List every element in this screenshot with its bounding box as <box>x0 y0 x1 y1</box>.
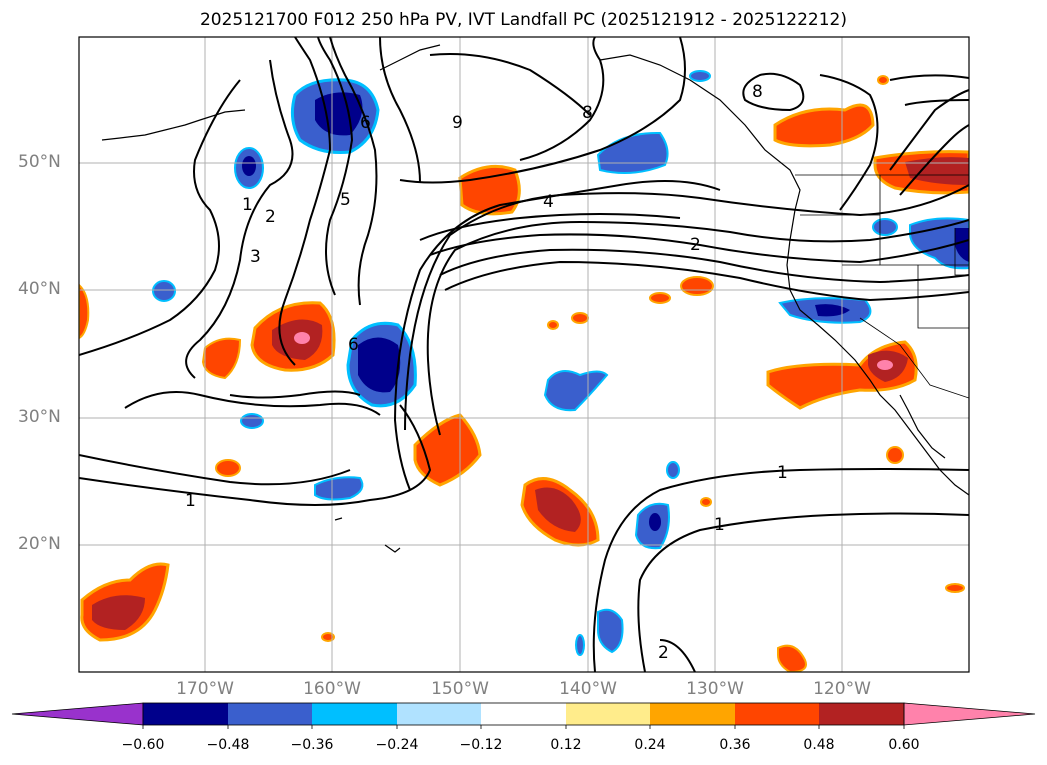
contour-label: 9 <box>452 113 463 133</box>
contour-label: 4 <box>543 192 554 212</box>
colorbar-tick-label: 0.48 <box>803 737 835 753</box>
colorbar-tick-label: −0.24 <box>375 737 419 753</box>
lon-label: 130°W <box>686 679 744 699</box>
contour-label: 5 <box>340 190 351 210</box>
colorbar-tick-label: −0.60 <box>121 737 165 753</box>
colorbar-bin <box>481 703 566 725</box>
colorbar-tick-label: −0.12 <box>459 737 503 753</box>
colorbar-bin <box>397 703 481 725</box>
colorbar-tick-label: 0.36 <box>719 737 751 753</box>
positive-pv-patch <box>773 103 875 148</box>
lon-label: 120°W <box>813 679 871 699</box>
colorbar-extend-min <box>11 702 144 726</box>
colorbar-tick-label: −0.36 <box>290 737 334 753</box>
colorbar-tick-label: 0.60 <box>888 737 920 753</box>
ivt-contours <box>79 37 969 672</box>
gridlines <box>79 37 969 672</box>
colorbar-tick-label: 0.12 <box>550 737 582 753</box>
colorbar-bin <box>566 703 650 725</box>
map-title: 2025121700 F012 250 hPa PV, IVT Landfall… <box>199 10 847 30</box>
contour-label: 1 <box>185 491 196 511</box>
colorbar-tick-label: 0.24 <box>634 737 666 753</box>
contour-label: 1 <box>714 515 725 535</box>
colorbar-bin <box>650 703 735 725</box>
lat-label: 50°N <box>18 152 61 172</box>
lat-label: 30°N <box>18 407 61 427</box>
positive-pv-patch <box>458 164 521 216</box>
colorbar-bin <box>819 703 904 725</box>
coastlines <box>101 44 969 553</box>
contour-label: 8 <box>752 82 763 102</box>
lat-label: 20°N <box>18 534 61 554</box>
colorbar-bin <box>735 703 819 725</box>
map-frame <box>78 36 970 673</box>
contour-label: 8 <box>582 103 593 123</box>
lat-label: 40°N <box>18 279 61 299</box>
colorbar <box>11 702 1036 729</box>
colorbar-bin <box>228 703 312 725</box>
lon-label: 140°W <box>559 679 617 699</box>
contour-label: 1 <box>242 195 253 215</box>
contour-label: 6 <box>360 113 371 133</box>
lon-label: 160°W <box>303 679 361 699</box>
contour-label: 2 <box>265 207 276 227</box>
colorbar-bin <box>143 703 228 725</box>
colorbar-tick-label: −0.48 <box>206 737 250 753</box>
contour-label: 1 <box>777 463 788 483</box>
negative-pv-patch <box>152 280 176 302</box>
colorbar-extend-max <box>903 702 1036 726</box>
contour-label: 6 <box>348 335 359 355</box>
contour-label: 2 <box>690 235 701 255</box>
colorbar-bin <box>312 703 397 725</box>
lon-label: 170°W <box>176 679 234 699</box>
contour-label: 2 <box>658 643 669 663</box>
lon-label: 150°W <box>431 679 489 699</box>
contour-label: 3 <box>250 247 261 267</box>
